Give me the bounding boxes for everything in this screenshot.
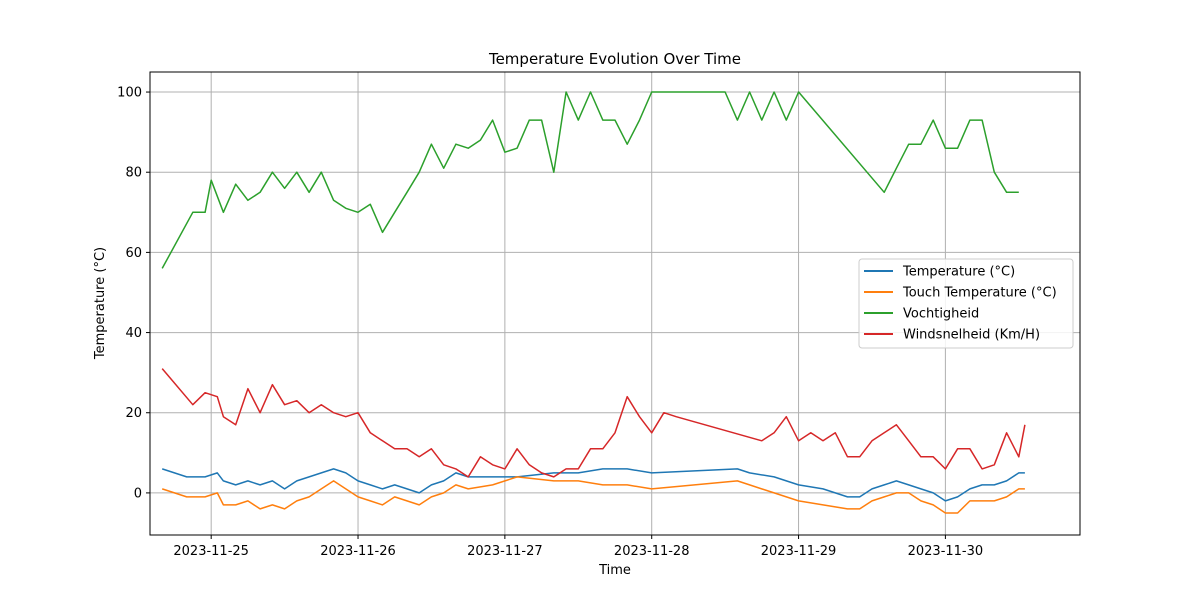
series-lines <box>161 91 1026 514</box>
x-tick-label: 2023-11-27 <box>467 544 543 559</box>
y-tick-label: 80 <box>125 166 142 181</box>
axis-ticks: 2023-11-25 2023-11-26 2023-11-27 2023-11-28… <box>117 86 983 559</box>
x-tick-label: 2023-11-25 <box>173 544 249 559</box>
legend: Temperature (°C) Touch Temperature (°C) Vo… <box>858 258 1074 349</box>
x-axis-label: Time <box>598 563 631 578</box>
x-tick-label: 2023-11-26 <box>320 544 396 559</box>
y-tick-label: 0 <box>134 486 142 501</box>
y-tick-label: 40 <box>125 326 142 341</box>
gridlines <box>150 72 1080 535</box>
x-tick-label: 2023-11-28 <box>614 544 690 559</box>
y-tick-label: 100 <box>117 86 142 101</box>
x-tick-label: 2023-11-30 <box>908 544 984 559</box>
legend-label: Touch Temperature (°C) <box>902 286 1057 301</box>
legend-label: Vochtigheid <box>903 307 979 322</box>
legend-label: Temperature (°C) <box>902 265 1015 280</box>
legend-box <box>858 258 1074 349</box>
series-line <box>161 368 1026 478</box>
y-tick-label: 60 <box>125 246 142 261</box>
series-line <box>161 91 1019 269</box>
y-axis-label: Temperature (°C) <box>93 247 108 360</box>
x-tick-label: 2023-11-29 <box>761 544 837 559</box>
y-tick-label: 20 <box>125 406 142 421</box>
legend-label: Windsnelheid (Km/H) <box>903 328 1040 343</box>
series-line <box>161 476 1025 514</box>
plot-frame <box>149 71 1081 536</box>
chart-title: Temperature Evolution Over Time <box>488 50 741 68</box>
